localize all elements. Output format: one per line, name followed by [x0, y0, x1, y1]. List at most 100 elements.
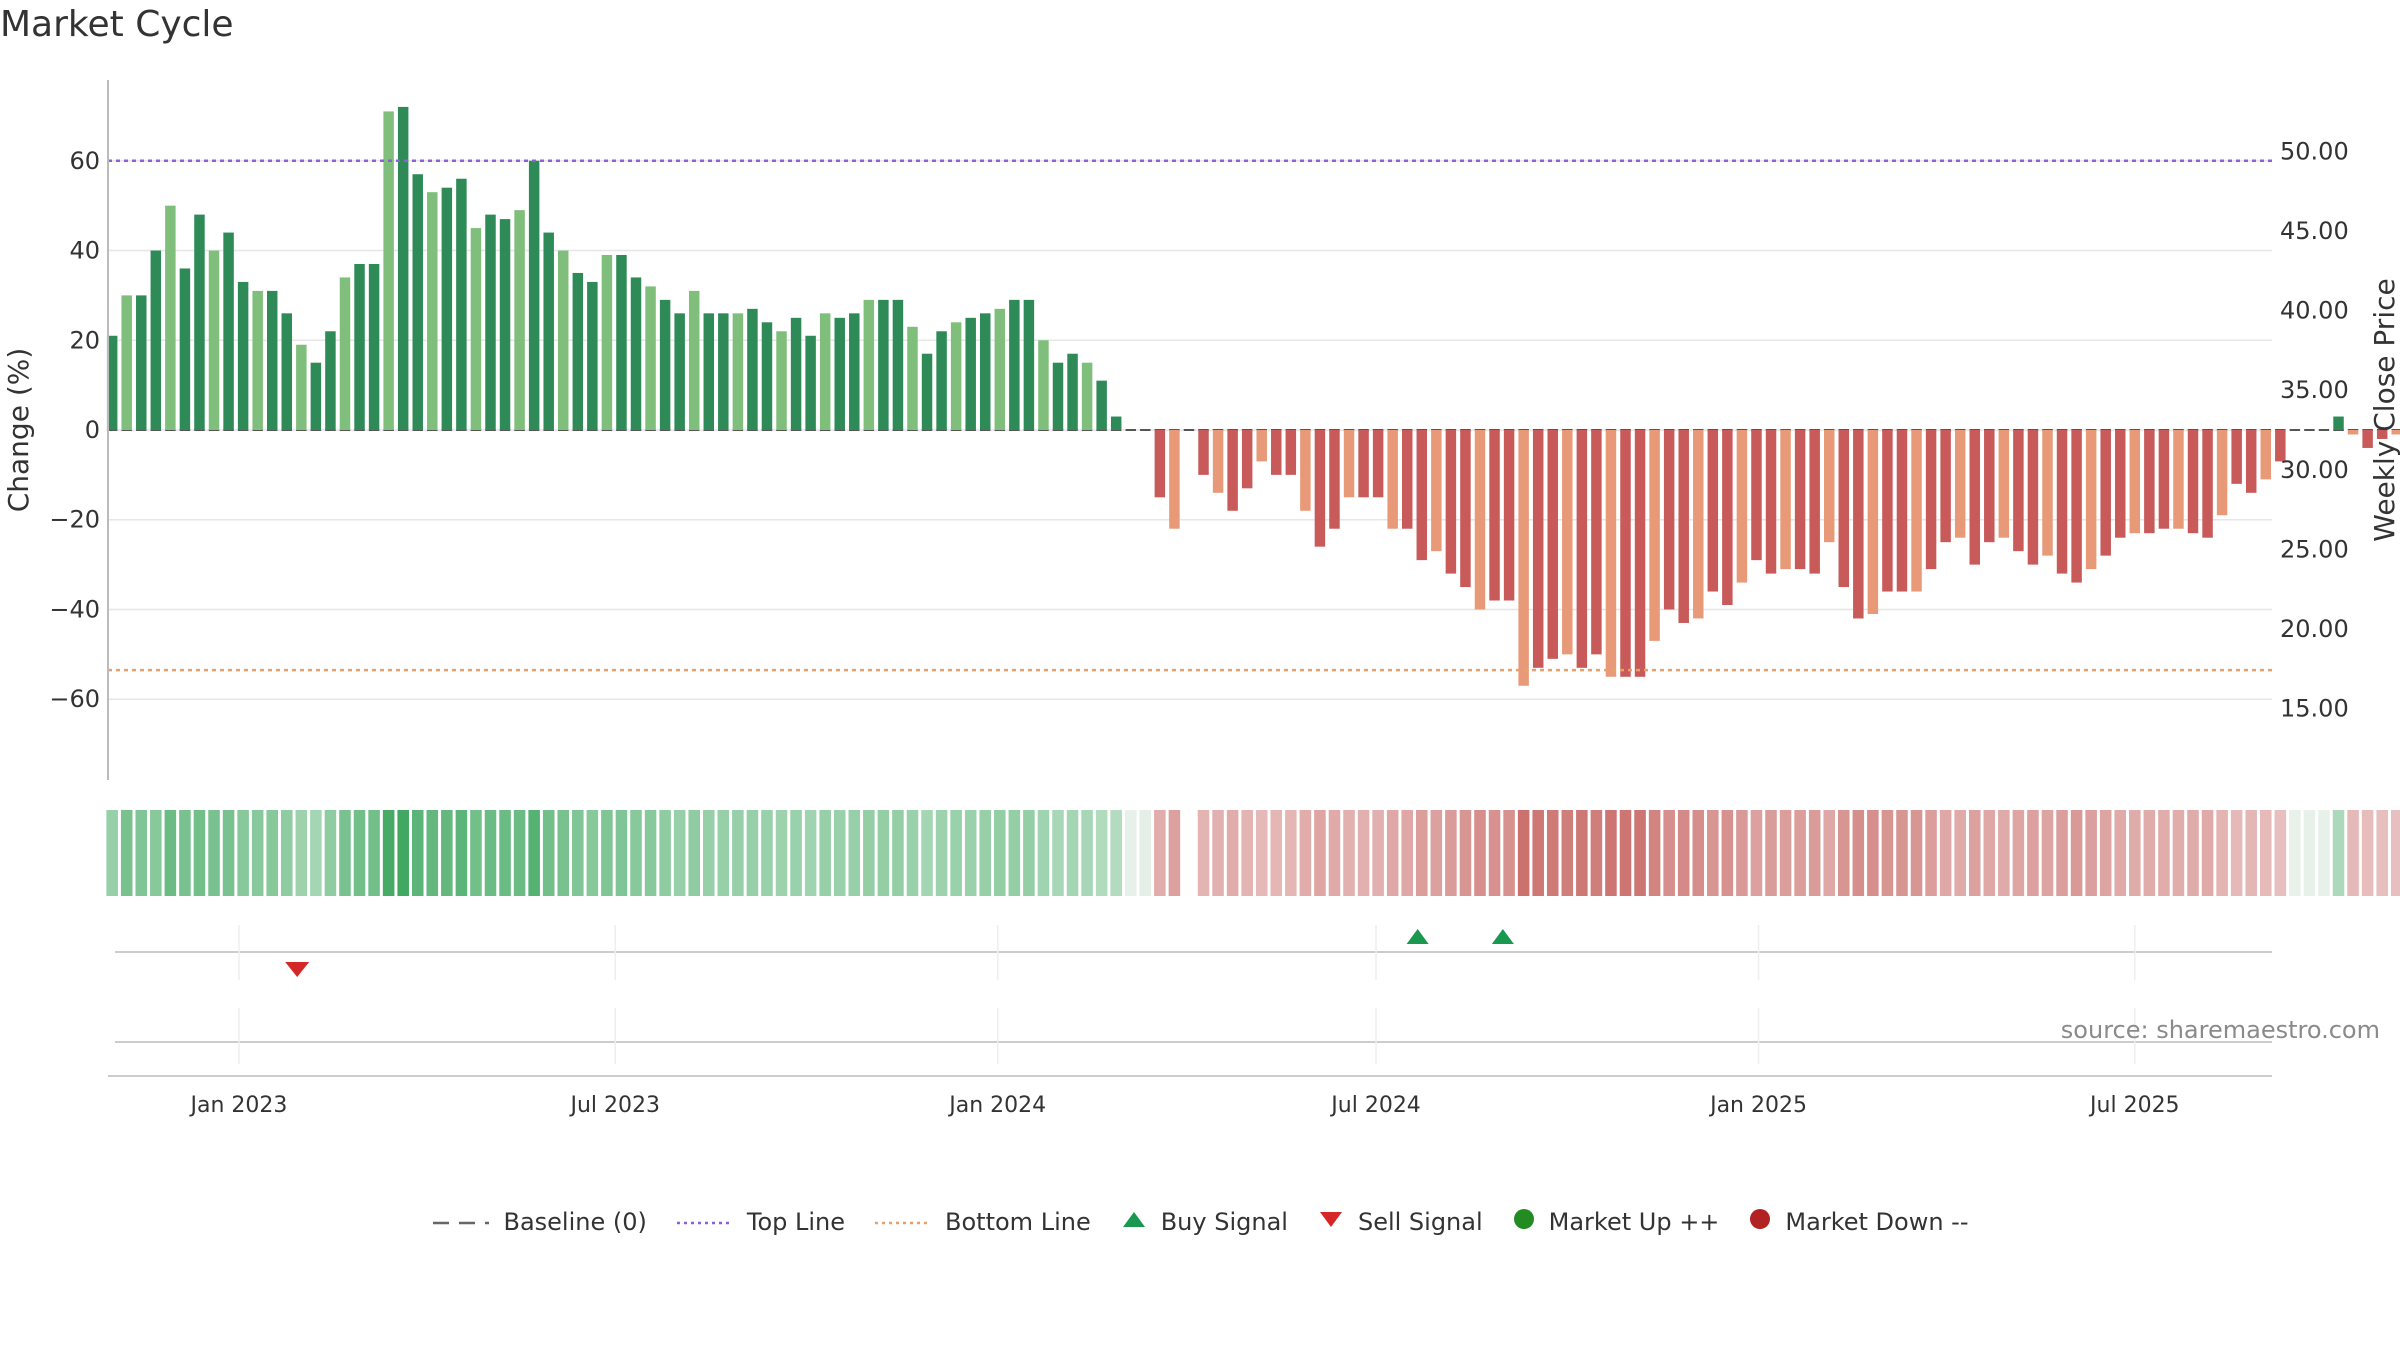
- dotted-purple-line-icon: [675, 1208, 735, 1236]
- legend-item[interactable]: Market Down --: [1747, 1206, 1969, 1238]
- change-bar: [1751, 430, 1762, 561]
- change-bar: [1940, 430, 1951, 543]
- change-bar: [1300, 430, 1311, 511]
- band-cell: [310, 810, 322, 896]
- band-cell: [441, 810, 453, 896]
- change-bar: [1823, 430, 1835, 543]
- change-bar: [441, 187, 453, 430]
- band-cell: [1052, 810, 1064, 896]
- band-cell: [222, 810, 235, 896]
- band-cell: [1445, 810, 1457, 896]
- change-bar: [1401, 430, 1413, 529]
- change-bar: [747, 308, 758, 430]
- band-cell: [2361, 810, 2374, 896]
- source-credit: source: sharemaestro.com: [2060, 1016, 2380, 1044]
- band-cell: [1066, 810, 1079, 896]
- band-cell: [1736, 810, 1748, 896]
- legend-label: Market Up ++: [1548, 1208, 1720, 1236]
- x-tick-label: Jul 2024: [1329, 1093, 1421, 1118]
- change-bar: [2085, 430, 2097, 570]
- band-cell: [702, 810, 715, 896]
- band-cell: [1197, 810, 1210, 896]
- x-tick-label: Jan 2024: [947, 1093, 1046, 1118]
- buy-signal-marker: [1406, 929, 1429, 944]
- change-bar: [834, 317, 845, 430]
- reference-lines: [108, 159, 2272, 672]
- band-cell: [193, 810, 206, 896]
- y-tick-label: 60: [69, 147, 100, 175]
- band-cell: [2027, 810, 2039, 896]
- change-bar: [1707, 430, 1719, 592]
- change-bar: [528, 160, 540, 430]
- band-cell: [2070, 810, 2083, 896]
- band-cell: [833, 810, 846, 896]
- legend-item[interactable]: Buy Signal: [1119, 1208, 1288, 1236]
- band-cell: [1299, 810, 1312, 896]
- band-cell: [1561, 810, 1574, 896]
- chart-legend[interactable]: Baseline (0) Top Line Bottom Line Buy Signa…: [0, 1206, 2400, 1238]
- change-bar: [1765, 430, 1777, 574]
- change-bar: [1954, 430, 1966, 538]
- change-bar: [1256, 430, 1267, 462]
- change-bar: [1794, 430, 1806, 570]
- change-bar: [819, 313, 831, 430]
- band-cell: [1677, 810, 1690, 896]
- change-bar: [208, 250, 220, 430]
- band-cell: [630, 810, 642, 896]
- band-cell: [266, 810, 278, 896]
- change-bar: [776, 331, 787, 430]
- change-bar: [1853, 430, 1864, 619]
- change-bar: [1474, 430, 1486, 610]
- change-bar: [1241, 430, 1253, 489]
- band-cell: [1794, 810, 1806, 896]
- band-cell: [1124, 810, 1137, 896]
- band-cell: [470, 810, 482, 896]
- legend-label: Buy Signal: [1160, 1208, 1288, 1236]
- change-bar: [1169, 430, 1180, 529]
- change-bar: [2129, 430, 2141, 534]
- legend-item[interactable]: Top Line: [675, 1208, 845, 1236]
- change-bar: [1678, 430, 1689, 623]
- axes: −60 −40 −20 0 20 40 60 15.00 20.00 25.00 30.00 35.0…: [2, 80, 2400, 780]
- band-cell: [1896, 810, 1908, 896]
- change-bar: [587, 281, 598, 430]
- change-bar: [194, 214, 205, 430]
- band-cell: [1823, 810, 1835, 896]
- change-bar: [1591, 430, 1602, 655]
- change-bar: [1271, 430, 1282, 475]
- change-bar: [1984, 430, 1995, 543]
- change-bar: [732, 313, 744, 430]
- band-cell: [339, 810, 351, 896]
- legend-item[interactable]: Bottom Line: [873, 1208, 1091, 1236]
- band-cell: [906, 810, 919, 896]
- legend-item[interactable]: Sell Signal: [1316, 1208, 1483, 1236]
- band-cell: [935, 810, 948, 896]
- change-bar: [2347, 430, 2359, 435]
- change-bar: [514, 210, 525, 430]
- band-cell: [688, 810, 700, 896]
- zero-stub: [1140, 429, 1151, 431]
- x-tick-label: Jan 2025: [1708, 1093, 1807, 1118]
- band-cell: [1808, 810, 1821, 896]
- legend-item[interactable]: Market Up ++: [1511, 1206, 1720, 1238]
- legend-label: Baseline (0): [503, 1208, 647, 1236]
- band-cell: [2187, 810, 2199, 896]
- legend-item[interactable]: Baseline (0): [431, 1208, 647, 1236]
- change-bar: [994, 308, 1006, 430]
- change-bar: [1096, 380, 1107, 430]
- band-cell: [1212, 810, 1224, 896]
- change-bar: [1620, 430, 1631, 677]
- change-bar: [179, 268, 191, 430]
- change-bar: [266, 290, 278, 430]
- band-cell: [2158, 810, 2170, 896]
- change-bar: [1925, 430, 1937, 570]
- change-bar: [310, 362, 322, 430]
- band-cell: [586, 810, 599, 896]
- band-cell: [208, 810, 220, 896]
- change-bar: [1038, 340, 1049, 430]
- band-cell: [1328, 810, 1341, 896]
- change-bar: [1358, 430, 1369, 498]
- change-bar: [150, 250, 162, 430]
- signal-panel: Jan 2023 Jul 2023 Jan 2024 Jul 2024 Jan 2025…: [108, 925, 2272, 1118]
- band-cell: [1154, 810, 1166, 896]
